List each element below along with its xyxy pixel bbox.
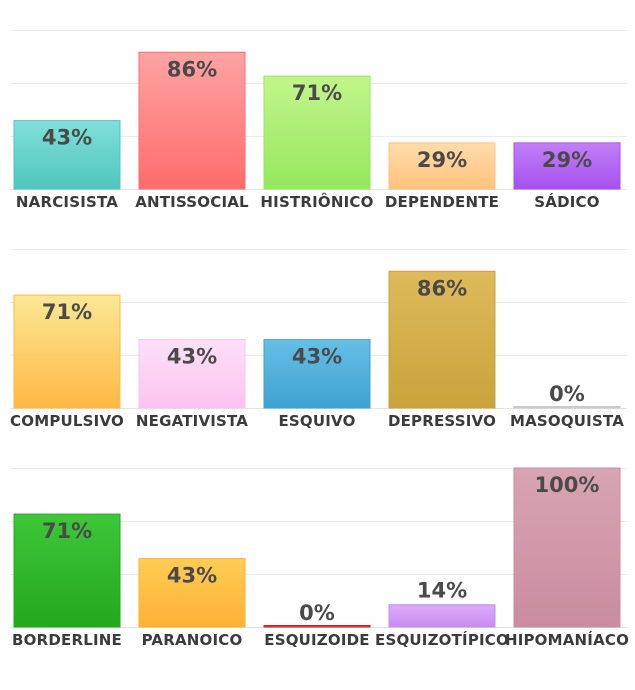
category-label: SÁDICO <box>534 192 599 211</box>
bar-value-label: 86% <box>417 276 467 300</box>
bar <box>13 120 121 190</box>
bar-value-label: 43% <box>167 564 217 588</box>
category-label: ESQUIZOIDE <box>264 631 369 649</box>
category-label: DEPRESSIVO <box>388 412 496 430</box>
category-label: ESQUIVO <box>278 412 355 430</box>
bar-value-label: 71% <box>42 300 92 324</box>
bar <box>263 75 371 190</box>
bar-value-label: 71% <box>292 81 342 105</box>
chart-3: 71% BORDERLINE 43% PARANOICO 0% ESQUIZOIDE 14%… <box>10 467 629 649</box>
chart-1: 43% NARCISISTA 86% ANTISSOCIAL 71% HISTRIÔNIC… <box>10 30 627 211</box>
category-label: DEPENDENTE <box>385 193 499 211</box>
bar-value-label: 29% <box>417 148 467 172</box>
category-label: NEGATIVISTA <box>136 412 248 430</box>
category-label: HIPOMANÍACO <box>505 630 629 649</box>
category-label: NARCISISTA <box>16 193 118 211</box>
bar <box>13 513 121 628</box>
bar-value-label: 43% <box>292 345 342 369</box>
bar <box>138 558 246 628</box>
category-label: BORDERLINE <box>12 631 122 649</box>
bar <box>138 51 246 190</box>
bar <box>388 604 496 628</box>
bar <box>263 625 371 628</box>
bar-value-label: 43% <box>42 126 92 150</box>
bar-value-label: 100% <box>535 473 600 497</box>
bar <box>138 339 246 409</box>
category-label: COMPULSIVO <box>10 412 124 430</box>
bar <box>388 142 496 190</box>
bar-value-label: 14% <box>417 579 467 603</box>
bar-value-label: 71% <box>42 519 92 543</box>
category-label: MASOQUISTA <box>510 412 624 430</box>
category-label: PARANOICO <box>142 631 243 649</box>
bar <box>13 294 121 409</box>
category-label: ESQUIZOTÍPICO <box>375 630 509 649</box>
category-label: ANTISSOCIAL <box>135 193 249 211</box>
bar-value-label: 43% <box>167 345 217 369</box>
bar-value-label: 0% <box>299 601 335 625</box>
bar <box>513 467 621 628</box>
bar <box>513 406 621 409</box>
bar <box>263 339 371 409</box>
bar <box>513 142 621 190</box>
bar <box>388 270 496 409</box>
bar-value-label: 0% <box>549 382 585 406</box>
bar-value-label: 29% <box>542 148 592 172</box>
bar-value-label: 86% <box>167 57 217 81</box>
chart-2: 71% COMPULSIVO 43% NEGATIVISTA 43% ESQUIVO 86%… <box>10 249 627 430</box>
category-label: HISTRIÔNICO <box>260 192 373 211</box>
